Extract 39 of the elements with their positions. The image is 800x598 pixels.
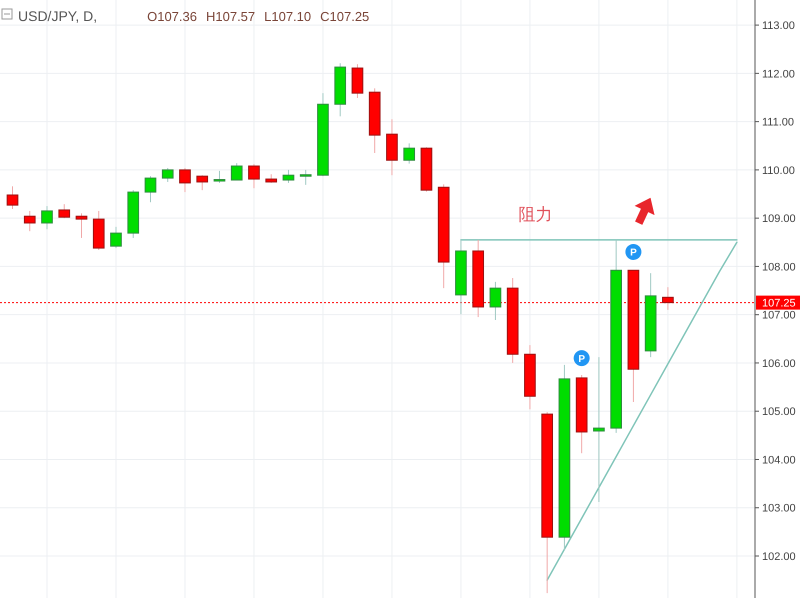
candlestick [300, 169, 312, 186]
series-label: P [578, 354, 586, 365]
text: P [630, 248, 637, 259]
candlestick [593, 356, 605, 502]
candlestick [214, 170, 226, 184]
text: USD/JPY, D, [18, 8, 98, 24]
candlestick [24, 210, 36, 232]
annotation: L107.10 [264, 9, 312, 24]
y-tick-label: 109.00 [762, 213, 796, 226]
candlestick [76, 212, 88, 238]
candlestick [58, 204, 70, 219]
y-tick-label: 103.00 [762, 502, 796, 515]
annotation: H107.57 [206, 9, 256, 24]
candlestick [248, 164, 260, 189]
y-tick-label: 104.00 [762, 454, 796, 466]
candlestick [490, 281, 502, 320]
y-tick-label: 110.00 [762, 164, 795, 177]
y-tick-label: 102.00 [762, 551, 796, 564]
y-tick-label: 108.00 [762, 261, 796, 274]
annotation: C107.25 [320, 9, 370, 24]
y-tick-label: 113.00 [762, 20, 795, 32]
candlestick [144, 176, 156, 203]
y-tick-label: 111.00 [762, 116, 794, 129]
y-tick-label: 112.00 [762, 68, 795, 80]
candlestick [403, 142, 416, 164]
ref-line-label: 107.25 [762, 298, 796, 310]
candlestick [162, 167, 174, 182]
candlestick [282, 169, 294, 184]
candlestick [230, 162, 243, 182]
candlestick [196, 174, 208, 191]
y-tick-label: 106.00 [762, 358, 796, 370]
y-tick-label: 105.00 [762, 406, 796, 418]
candlestick [110, 226, 122, 249]
y-tick-label: 107.00 [762, 310, 796, 322]
series-label: 阻力 [518, 204, 552, 224]
annotation: O107.36 [147, 9, 197, 24]
candlestick [179, 167, 191, 193]
candlestick [41, 206, 53, 230]
candlestick [6, 186, 18, 210]
